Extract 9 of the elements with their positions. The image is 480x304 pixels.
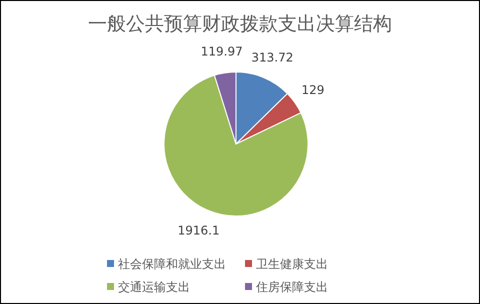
legend-label: 交通运输支出 xyxy=(118,280,190,294)
legend-label: 住房保障支出 xyxy=(255,280,328,294)
chart-title: 一般公共预算财政拨款支出决算结构 xyxy=(88,13,392,35)
data-label: 313.72 xyxy=(251,50,294,65)
legend-label: 社会保障和就业支出 xyxy=(118,257,226,272)
data-label: 119.97 xyxy=(200,44,243,58)
data-label: 1916.1 xyxy=(178,223,220,238)
legend-label: 卫生健康支出 xyxy=(256,257,328,272)
data-label: 129 xyxy=(301,83,324,98)
